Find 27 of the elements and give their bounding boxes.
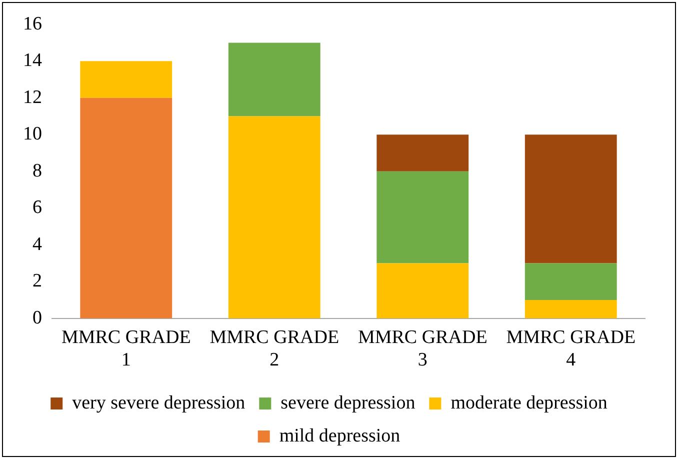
x-tick-label: MMRC GRADE 4 (506, 326, 636, 371)
y-tick-label: 4 (32, 234, 42, 255)
y-tick-label: 12 (23, 86, 42, 108)
legend-label: moderate depression (450, 392, 608, 414)
y-tick-label: 6 (32, 197, 42, 218)
bar (80, 61, 172, 98)
x-tick-label: MMRC GRADE 1 (61, 326, 191, 371)
bar (80, 98, 172, 318)
y-tick-label: 8 (32, 160, 42, 182)
bar (524, 300, 617, 318)
y-tick-label: 0 (32, 307, 42, 328)
x-tick-label: MMRC GRADE 3 (358, 326, 488, 371)
legend-label: mild depression (279, 425, 401, 446)
y-tick-label: 2 (32, 270, 42, 292)
y-tick-label: 14 (23, 50, 42, 72)
bar (524, 263, 617, 300)
bar (376, 134, 469, 172)
legend-label: very severe depression (72, 392, 246, 414)
bar (524, 134, 617, 264)
y-tick-label: 10 (23, 124, 42, 145)
bar (376, 263, 469, 318)
x-tick-label: MMRC GRADE 2 (210, 326, 340, 371)
bar (376, 171, 469, 264)
bar (228, 116, 320, 318)
y-tick-label: 16 (23, 13, 42, 34)
legend-label: severe depression (280, 392, 416, 414)
bar (228, 42, 320, 116)
